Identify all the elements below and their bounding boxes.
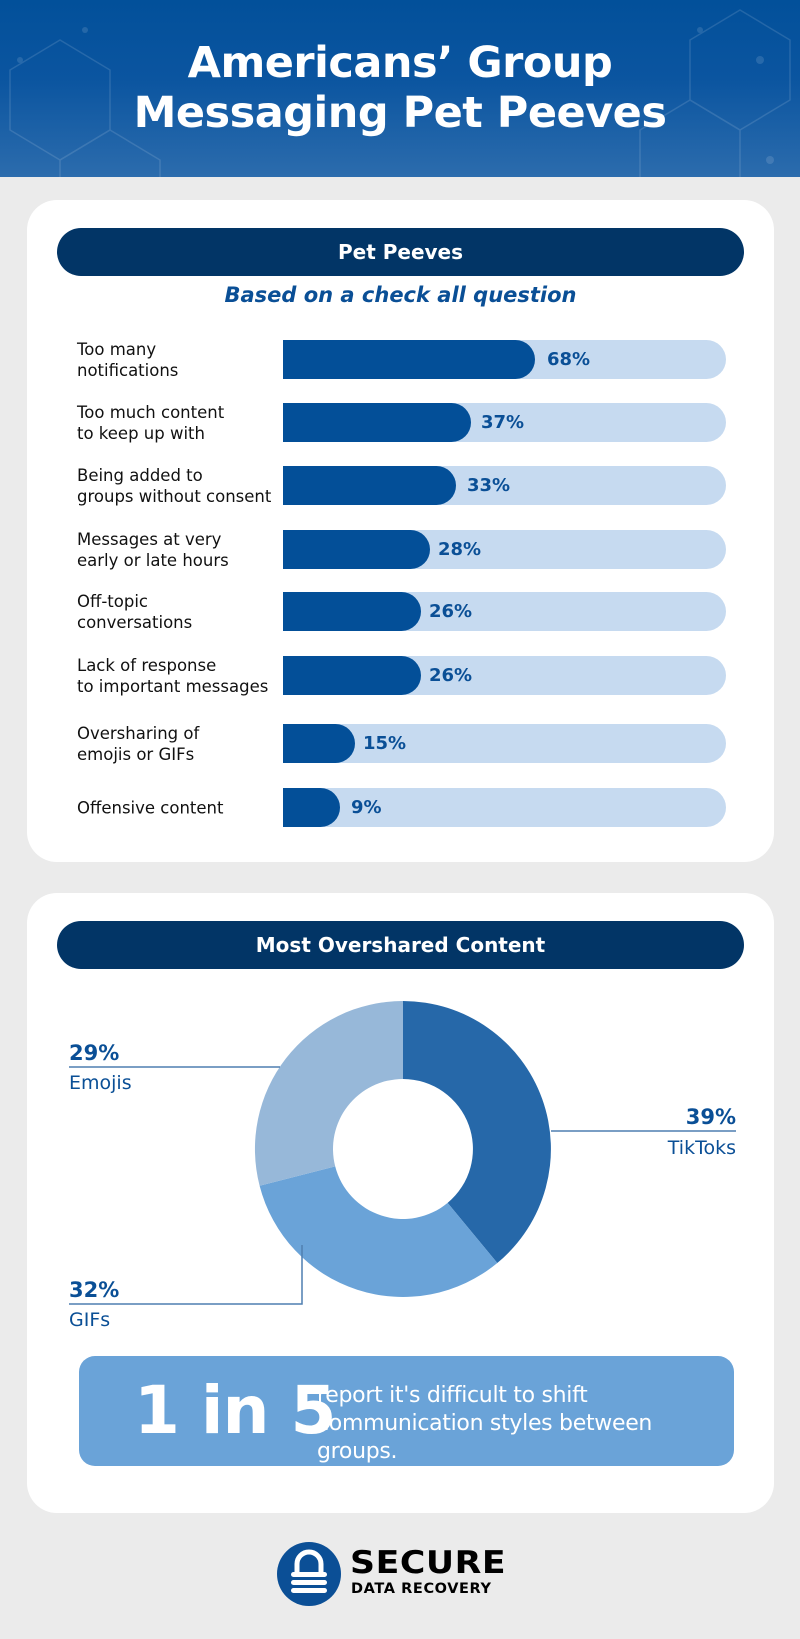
tiktoks-percent: 39%: [685, 1105, 736, 1129]
pet-peeves-subtitle: Based on a check all question: [224, 283, 577, 307]
header-banner: Americans’ Group Messaging Pet Peeves: [0, 0, 800, 177]
bar-track: 33%: [283, 466, 726, 505]
bar-label: Being added to groups without consent: [77, 466, 272, 506]
stat-description: report it's difficult to shift communica…: [317, 1383, 653, 1464]
bar-track: 68%: [283, 340, 726, 379]
bar-fill: [283, 592, 421, 631]
bar-fill: [283, 530, 430, 569]
hexagon-pattern-decoration: [9, 9, 791, 177]
donut-slice-tiktoks: [403, 1001, 551, 1263]
bar-label: Off-topic conversations: [77, 592, 193, 632]
bar-value: 37%: [481, 412, 525, 433]
stat-big-number: 1 in 5: [134, 1372, 336, 1449]
bar-label: Too many notifications: [77, 340, 179, 380]
bar-fill: [283, 656, 421, 695]
bar-track: 37%: [283, 403, 726, 442]
emojis-percent: 29%: [69, 1041, 120, 1065]
bar-value: 26%: [429, 665, 473, 686]
bar-label: Oversharing of emojis or GIFs: [77, 724, 200, 764]
bar-fill: [283, 403, 471, 442]
bar-row: Offensive content 9%: [27, 788, 774, 828]
tiktoks-label: TikToks: [667, 1137, 736, 1159]
bar-row: Too much content to keep up with 37%: [27, 403, 774, 443]
pet-peeves-heading: Pet Peeves: [57, 228, 744, 276]
bar-label: Messages at very early or late hours: [77, 530, 229, 570]
bar-row: Messages at very early or late hours 28%: [27, 530, 774, 570]
bar-row: Lack of response to important messages 2…: [27, 656, 774, 696]
leader-line-gifs: [69, 1245, 303, 1305]
bar-row: Oversharing of emojis or GIFs 15%: [27, 724, 774, 764]
bar-track: 15%: [283, 724, 726, 763]
bar-label: Offensive content: [77, 798, 224, 818]
stat-callout-box: 1 in 5 report it's difficult to shift co…: [79, 1356, 734, 1466]
gifs-label: GIFs: [69, 1309, 111, 1331]
bar-fill: [283, 788, 340, 827]
gifs-percent: 32%: [69, 1278, 120, 1302]
bar-track: 9%: [283, 788, 726, 827]
bar-fill: [283, 340, 535, 379]
bar-row: Too many notifications 68%: [27, 340, 774, 380]
page-title: Americans’ Group Messaging Pet Peeves: [133, 38, 667, 138]
bar-value: 26%: [429, 601, 473, 622]
pet-peeves-card: Pet Peeves Based on a check all question…: [27, 200, 774, 862]
bar-value: 33%: [467, 475, 511, 496]
bar-fill: [283, 466, 456, 505]
emojis-label: Emojis: [69, 1072, 132, 1094]
secure-data-recovery-logo: SECURE DATA RECOVERY: [277, 1540, 527, 1608]
bar-value: 68%: [547, 349, 591, 370]
bar-label: Too much content to keep up with: [77, 403, 225, 443]
overshared-content-card: Most Overshared Content 29% Emojis 39% T…: [27, 893, 774, 1513]
bar-row: Off-topic conversations 26%: [27, 592, 774, 632]
padlock-icon: [277, 1542, 341, 1606]
donut-slice-gifs: [259, 1166, 498, 1297]
bar-track: 26%: [283, 592, 726, 631]
bar-label: Lack of response to important messages: [77, 656, 269, 696]
logo-wordmark-data-recovery: DATA RECOVERY: [351, 1581, 492, 1597]
overshared-heading: Most Overshared Content: [57, 921, 744, 969]
bar-track: 26%: [283, 656, 726, 695]
bar-value: 9%: [351, 797, 382, 818]
bar-value: 28%: [438, 539, 482, 560]
bar-value: 15%: [363, 733, 407, 754]
bar-chart: Too many notifications 68% Too much cont…: [27, 200, 774, 862]
donut-chart: [69, 1001, 736, 1305]
bar-fill: [283, 724, 355, 763]
logo-wordmark-secure: SECURE: [350, 1545, 507, 1581]
bar-row: Being added to groups without consent 33…: [27, 466, 774, 506]
bar-track: 28%: [283, 530, 726, 569]
donut-slice-emojis: [254, 1001, 403, 1186]
